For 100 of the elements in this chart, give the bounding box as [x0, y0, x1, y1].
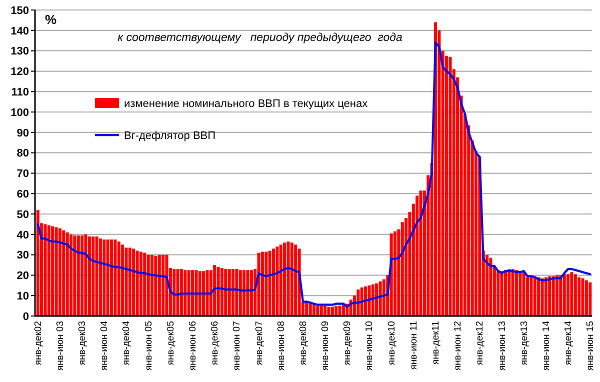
- bar: [220, 268, 224, 316]
- bar: [102, 240, 106, 316]
- bar: [540, 278, 544, 316]
- bar: [36, 210, 40, 316]
- bar: [246, 270, 250, 316]
- bar: [206, 270, 209, 316]
- bar: [294, 244, 298, 316]
- bar: [194, 270, 198, 316]
- bar: [136, 250, 139, 316]
- bar: [76, 235, 80, 316]
- bar: [154, 256, 158, 316]
- bar: [378, 281, 382, 316]
- x-tick-label: янв-дек14: [563, 321, 574, 366]
- bar: [162, 254, 165, 316]
- bar: [150, 254, 154, 316]
- bar: [588, 282, 592, 316]
- bar: [190, 270, 194, 316]
- bar: [250, 270, 253, 316]
- bar: [98, 238, 102, 316]
- x-tick-label: янв-дек13: [518, 321, 530, 366]
- x-tick-label: янв-дек08: [298, 321, 309, 366]
- bar: [95, 236, 98, 316]
- bar: [224, 269, 228, 316]
- bar: [522, 272, 526, 316]
- bar: [511, 269, 514, 316]
- bar: [548, 276, 552, 316]
- bar: [504, 270, 507, 316]
- y-tick-label: 90: [16, 127, 29, 140]
- bar: [264, 252, 268, 316]
- bar: [80, 235, 84, 316]
- bar: [158, 254, 161, 316]
- bar: [496, 270, 500, 316]
- bar: [62, 230, 66, 316]
- y-tick-label: 110: [11, 86, 29, 98]
- bar: [364, 286, 368, 316]
- x-tick-label: янв-дек04: [121, 321, 132, 366]
- bar: [375, 283, 378, 316]
- bar: [320, 306, 323, 316]
- bar: [489, 258, 492, 316]
- bar: [559, 275, 562, 316]
- y-tick-label: 80: [16, 148, 29, 160]
- bar: [132, 248, 136, 316]
- bar: [578, 277, 581, 316]
- y-axis-title: %: [45, 12, 57, 27]
- bar: [272, 248, 276, 316]
- bar: [552, 276, 555, 316]
- bar: [276, 246, 279, 316]
- bar: [400, 222, 404, 316]
- bar: [242, 270, 246, 316]
- bar: [327, 306, 330, 316]
- bar: [533, 276, 536, 316]
- bar: [562, 274, 566, 316]
- x-tick-label: янв-июн 05: [143, 321, 154, 370]
- y-tick-label: 30: [16, 250, 29, 262]
- bar: [283, 242, 286, 316]
- bar: [114, 240, 117, 316]
- bar: [555, 275, 558, 316]
- bar: [88, 236, 91, 316]
- x-tick-label: янв-июн 03: [54, 321, 66, 370]
- bar: [448, 56, 452, 316]
- bar: [334, 306, 338, 316]
- x-tick-label: янв-дек10: [386, 321, 398, 366]
- bar: [316, 306, 320, 316]
- legend-label: изменение номинального ВВП в текущих ценах: [124, 98, 368, 110]
- bar: [279, 244, 282, 316]
- bar: [238, 270, 242, 316]
- y-tick-label: 50: [16, 208, 29, 221]
- bar: [44, 224, 47, 316]
- bar: [216, 267, 220, 316]
- legend-label: Вг-дефлятор ВВП: [124, 130, 216, 142]
- x-tick-label: янв-июн 14: [540, 321, 552, 370]
- bar: [213, 265, 216, 316]
- x-tick-label: янв-дек12: [474, 321, 486, 366]
- bar: [360, 287, 364, 316]
- bar: [500, 271, 504, 316]
- bar: [286, 242, 290, 316]
- x-tick-label: янв-июн 12: [452, 321, 464, 370]
- x-tick-label: янв-дек09: [342, 321, 354, 366]
- bar: [110, 240, 114, 316]
- bar: [187, 270, 190, 316]
- y-tick-label: 10: [16, 290, 29, 302]
- x-tick-label: янв-дек11: [430, 321, 442, 364]
- bar: [290, 242, 294, 316]
- bar: [368, 285, 371, 316]
- bar: [124, 248, 128, 316]
- bar: [128, 248, 132, 316]
- bar: [47, 225, 50, 316]
- bar: [146, 254, 150, 316]
- y-tick-label: 120: [10, 66, 29, 78]
- x-tick-label: янв-июн 15: [585, 321, 596, 370]
- bar: [172, 269, 176, 316]
- bar: [235, 269, 238, 316]
- bar: [574, 274, 577, 316]
- bar: [268, 250, 272, 316]
- x-tick-label: янв-дек05: [165, 321, 176, 366]
- y-tick-label: 40: [16, 229, 29, 242]
- bar: [51, 226, 54, 316]
- bar: [143, 252, 146, 316]
- y-tick-label: 60: [16, 188, 29, 200]
- bar: [514, 270, 518, 316]
